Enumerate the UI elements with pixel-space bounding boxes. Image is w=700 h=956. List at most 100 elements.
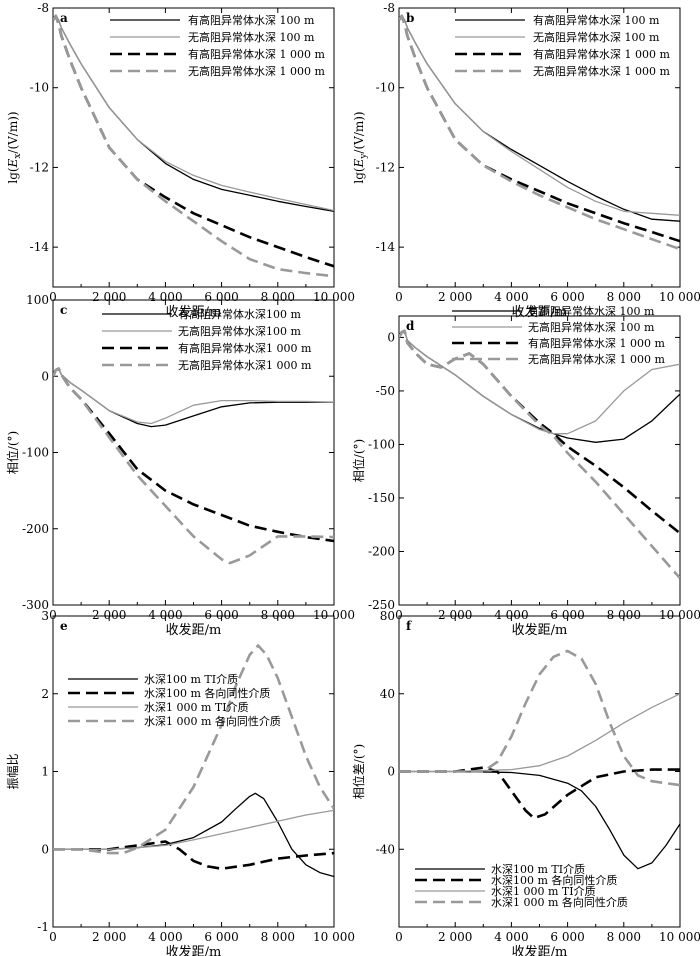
legend-label: 水深100 m TI介质 [144,673,238,686]
x-tick-label: 6 000 [550,608,584,622]
legend-label: 无高阻异常体水深 100 m [533,30,660,44]
series-line-2 [399,766,680,820]
chart-panel-c: 0 2 000 4 000 6 000 8 000 10 000 -300 -200 -100 0… [5,293,355,638]
x-tick-label: 0 [395,930,403,944]
x-tick-label: 10 000 [313,608,355,622]
series-line-3 [53,809,334,850]
legend-label: 水深1 000 m TI介质 [144,701,249,714]
legend-label: 有高阻异常体水深 1 000 m [533,47,670,61]
y-tick-label: -12 [30,160,49,174]
series-line-2 [53,15,334,212]
legend-label: 有高阻异常体水深1 000 m [178,341,312,355]
y-tick-label: 2 [41,687,49,701]
legend-label: 有高阻异常体水深 100 m [188,13,315,27]
chart-panel-f: 0 2 000 4 000 6 000 8 000 10 000 -40 0 40 80 收发距/m… [351,609,700,956]
legend-label: 有高阻异常体水深 1 000 m [188,47,325,61]
x-tick-label: 4 000 [148,930,182,944]
legend-label: 水深1 000 m 各向同性介质 [144,714,281,728]
x-tick-label: 2 000 [92,930,126,944]
panel-label: d [406,319,415,333]
legend-label: 无高阻异常体水深1 000 m [178,358,312,372]
chart-panel-d: 0 2 000 4 000 6 000 8 000 10 000 -250 -200 -150 -… [351,304,700,638]
x-tick-label: 2 000 [438,608,472,622]
legend-label: 无高阻异常体水深 1 000 m [533,64,670,78]
y-tick-label: -10 [376,81,395,95]
plot-frame [52,615,335,928]
x-tick-label: 10 000 [659,930,700,944]
y-tick-label: -100 [368,437,395,451]
x-tick-label: 10 000 [313,930,355,944]
series-line-3 [53,367,334,543]
panel-label: f [406,619,412,633]
series-line-2 [399,330,680,435]
y-tick-label: 40 [380,687,395,701]
series-line-1 [53,367,334,428]
y-tick-label: -200 [22,522,49,536]
x-tick-label: 6 000 [204,930,238,944]
legend-label: 水深1 000 m TI介质 [491,885,596,898]
x-tick-label: 10 000 [659,608,700,622]
x-tick-label: 2 000 [438,930,472,944]
y-tick-label: -40 [376,842,395,856]
y-tick-label: -8 [37,1,49,15]
y-tick-label: -100 [22,446,49,460]
panel-label: c [60,303,67,317]
series-line-2 [53,367,334,425]
series-line-1 [399,770,680,870]
y-tick-label: -12 [376,160,395,174]
legend-label: 水深100 m 各向同性介质 [144,686,270,700]
x-tick-label: 0 [395,608,403,622]
panel-label: b [406,11,414,25]
y-axis-label: lg(Ex/(V/m)) [6,111,23,183]
x-tick-label: 0 [49,290,57,304]
y-tick-label: -1 [37,920,49,934]
x-tick-label: 10 000 [659,290,700,304]
panel-label: a [60,11,68,25]
x-tick-label: 0 [49,930,57,944]
legend-label: 水深100 m TI介质 [491,863,585,876]
series-line-2 [53,840,334,870]
legend-label: 无高阻异常体水深 1 000 m [528,352,665,366]
y-tick-label: 1 [41,765,49,779]
y-tick-label: 100 [26,293,49,307]
x-tick-label: 6 000 [550,930,584,944]
x-axis-label: 收发距/m [166,622,222,638]
x-tick-label: 4 000 [148,608,182,622]
y-tick-label: -14 [30,240,50,254]
legend-label: 有高阻异常体水深 100 m [533,13,660,27]
series-line-1 [53,15,334,212]
y-tick-label: 80 [380,609,395,623]
x-tick-label: 8 000 [261,608,295,622]
y-tick-label: -200 [368,544,395,558]
x-tick-label: 6 000 [204,608,238,622]
y-tick-label: 0 [387,330,395,344]
series-line-4 [399,649,680,787]
x-tick-label: 4 000 [494,930,528,944]
series-line-2 [399,15,680,216]
y-tick-label: 3 [41,609,49,623]
x-tick-label: 2 000 [92,608,126,622]
x-axis-label: 收发距/m [512,944,568,956]
legend-label: 无高阻异常体水深 1 000 m [188,64,325,78]
y-axis-label: 振幅比 [5,753,20,789]
legend-label: 无高阻异常体水深 100 m [188,30,315,44]
legend-label: 水深100 m 各向同性介质 [491,873,617,887]
legend-label: 无高阻异常体水深 100 m [528,320,655,334]
x-tick-label: 6 000 [550,290,584,304]
x-tick-label: 8 000 [261,930,295,944]
series-line-1 [53,792,334,878]
x-axis-label: 收发距/m [166,304,222,320]
series-line-3 [399,693,680,773]
y-tick-label: 0 [387,765,395,779]
x-tick-label: 4 000 [494,290,528,304]
y-axis-label: 相位/(°) [5,431,20,474]
y-axis-label: 相位/(°) [351,439,366,482]
y-axis-label: 相位差/(°) [351,744,366,799]
y-tick-label: 0 [41,369,49,383]
y-tick-label: -10 [30,81,49,95]
y-tick-label: -14 [376,240,396,254]
x-axis-label: 收发距/m [512,622,568,638]
